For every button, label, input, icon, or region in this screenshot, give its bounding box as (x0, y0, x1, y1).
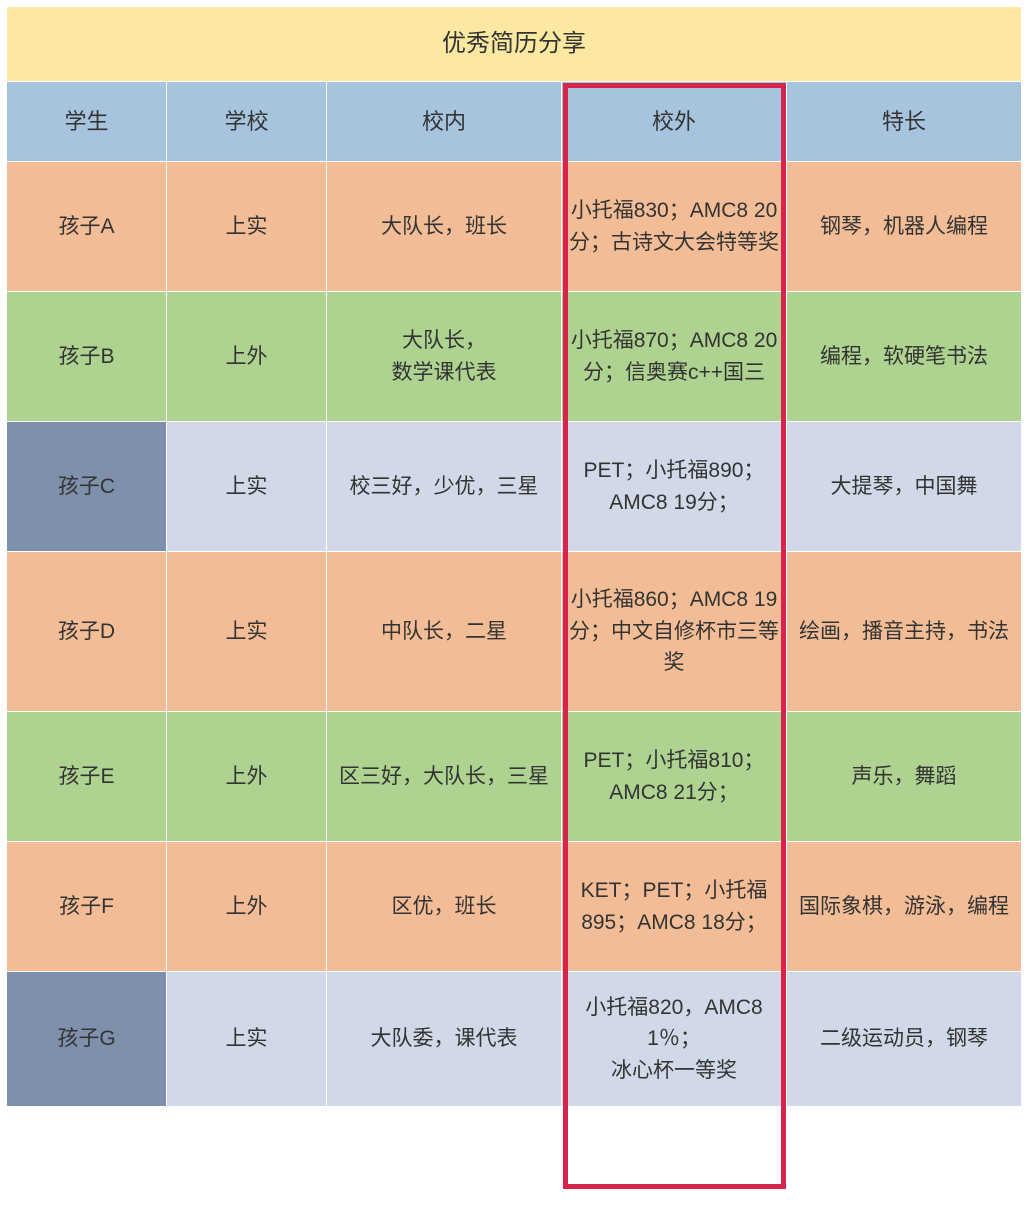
cell-school: 上实 (167, 422, 327, 552)
cell-talent: 绘画，播音主持，书法 (787, 552, 1022, 712)
cell-talent: 声乐，舞蹈 (787, 712, 1022, 842)
table-row: 孩子F上外区优，班长KET；PET；小托福895；AMC8 18分；国际象棋，游… (7, 842, 1022, 972)
cell-student: 孩子F (7, 842, 167, 972)
cell-talent: 大提琴，中国舞 (787, 422, 1022, 552)
cell-talent: 国际象棋，游泳，编程 (787, 842, 1022, 972)
table-row: 孩子D上实中队长，二星小托福860；AMC8 19分；中文自修杯市三等奖绘画，播… (7, 552, 1022, 712)
cell-inside: 区三好，大队长，三星 (327, 712, 562, 842)
cell-outside: 小托福870；AMC8 20分；信奥赛c++国三 (562, 292, 787, 422)
col-header-talent: 特长 (787, 82, 1022, 162)
table-row: 孩子A上实大队长，班长小托福830；AMC8 20分；古诗文大会特等奖钢琴，机器… (7, 162, 1022, 292)
cell-inside: 大队长，班长 (327, 162, 562, 292)
col-header-outside: 校外 (562, 82, 787, 162)
table-row: 孩子B上外大队长， 数学课代表小托福870；AMC8 20分；信奥赛c++国三编… (7, 292, 1022, 422)
cell-student: 孩子A (7, 162, 167, 292)
cell-talent: 二级运动员，钢琴 (787, 972, 1022, 1107)
cell-talent: 钢琴，机器人编程 (787, 162, 1022, 292)
cell-outside: KET；PET；小托福895；AMC8 18分； (562, 842, 787, 972)
cell-inside: 区优，班长 (327, 842, 562, 972)
cell-inside: 中队长，二星 (327, 552, 562, 712)
header-row: 学生 学校 校内 校外 特长 (7, 82, 1022, 162)
cell-school: 上实 (167, 162, 327, 292)
cell-student: 孩子D (7, 552, 167, 712)
cell-talent: 编程，软硬笔书法 (787, 292, 1022, 422)
cell-student: 孩子E (7, 712, 167, 842)
table-row: 孩子E上外区三好，大队长，三星PET；小托福810；AMC8 21分；声乐，舞蹈 (7, 712, 1022, 842)
cell-outside: 小托福860；AMC8 19分；中文自修杯市三等奖 (562, 552, 787, 712)
cell-school: 上实 (167, 972, 327, 1107)
cell-inside: 大队委，课代表 (327, 972, 562, 1107)
col-header-student: 学生 (7, 82, 167, 162)
col-header-inside: 校内 (327, 82, 562, 162)
cell-inside: 校三好，少优，三星 (327, 422, 562, 552)
cell-outside: 小托福820，AMC8 1％； 冰心杯一等奖 (562, 972, 787, 1107)
resume-table-wrap: 优秀简历分享 学生 学校 校内 校外 特长 孩子A上实大队长，班长小托福830；… (6, 6, 1021, 1107)
table-row: 孩子G上实大队委，课代表小托福820，AMC8 1％； 冰心杯一等奖二级运动员，… (7, 972, 1022, 1107)
cell-school: 上外 (167, 842, 327, 972)
cell-student: 孩子G (7, 972, 167, 1107)
cell-outside: 小托福830；AMC8 20分；古诗文大会特等奖 (562, 162, 787, 292)
cell-school: 上外 (167, 712, 327, 842)
cell-outside: PET；小托福890；AMC8 19分； (562, 422, 787, 552)
cell-inside: 大队长， 数学课代表 (327, 292, 562, 422)
resume-table: 优秀简历分享 学生 学校 校内 校外 特长 孩子A上实大队长，班长小托福830；… (6, 6, 1022, 1107)
cell-outside: PET；小托福810；AMC8 21分； (562, 712, 787, 842)
title-row: 优秀简历分享 (7, 7, 1022, 82)
table-title: 优秀简历分享 (7, 7, 1022, 82)
cell-school: 上实 (167, 552, 327, 712)
col-header-school: 学校 (167, 82, 327, 162)
cell-school: 上外 (167, 292, 327, 422)
cell-student: 孩子B (7, 292, 167, 422)
table-row: 孩子C上实校三好，少优，三星PET；小托福890；AMC8 19分；大提琴，中国… (7, 422, 1022, 552)
cell-student: 孩子C (7, 422, 167, 552)
